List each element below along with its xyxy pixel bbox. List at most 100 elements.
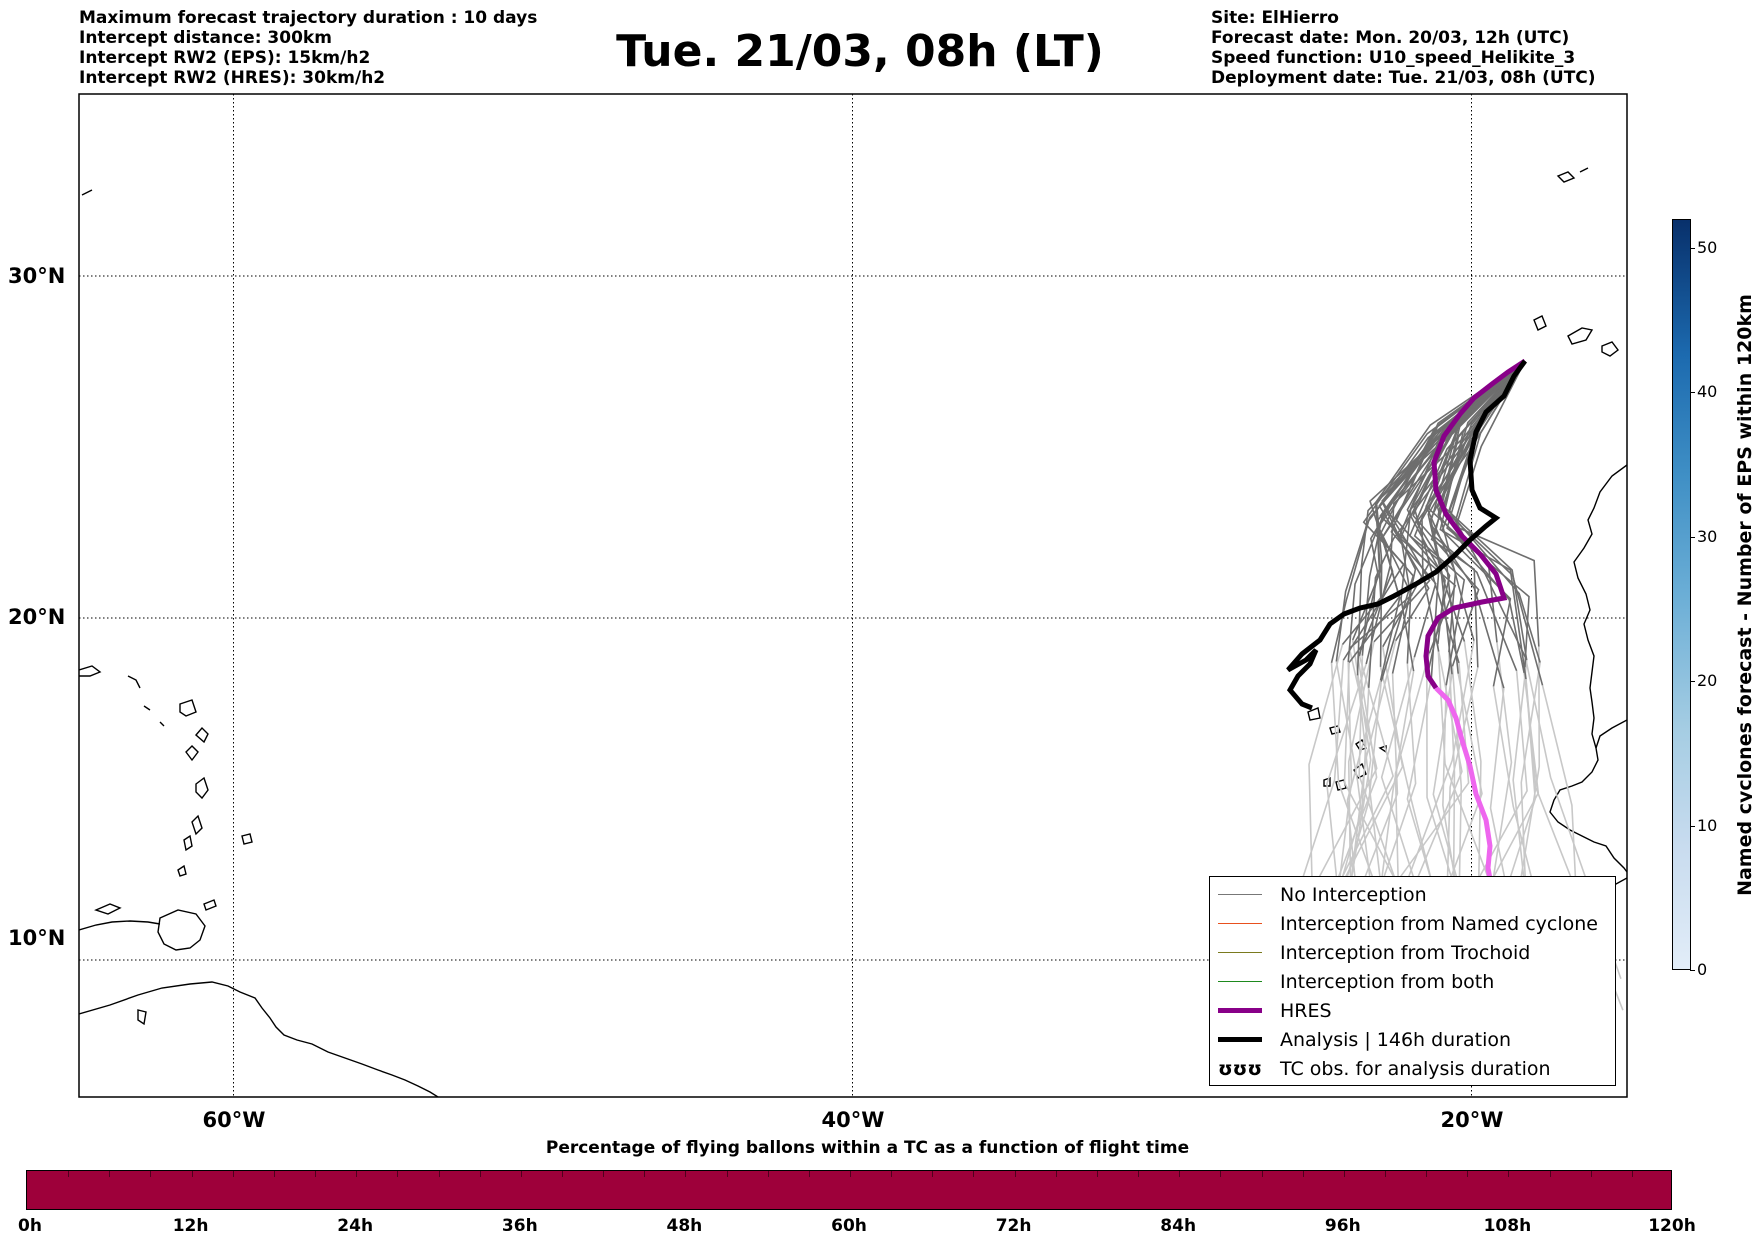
timebar-minor-tick xyxy=(1467,1171,1469,1177)
legend-swatch-no-interception xyxy=(1218,894,1262,895)
eps-member-early xyxy=(1412,360,1526,664)
coastline-tobago xyxy=(203,899,217,911)
colorbar xyxy=(1672,219,1691,970)
coastline-canary-3 xyxy=(1533,315,1547,331)
legend-label-no-interception: No Interception xyxy=(1280,884,1427,906)
eps-member-early xyxy=(1379,360,1526,648)
legend-item-tc-obs: ʊʊʊ TC obs. for analysis duration xyxy=(1218,1055,1613,1084)
hres-trajectory xyxy=(1423,358,1527,690)
legend: No Interception Interception from Named … xyxy=(1209,876,1616,1086)
colorbar-tick-label: 0 xyxy=(1697,960,1708,979)
coastline-canary-1 xyxy=(1567,327,1594,345)
header-info-left: Maximum forecast trajectory duration : 1… xyxy=(79,8,537,88)
legend-label-analysis: Analysis | 146h duration xyxy=(1280,1029,1512,1051)
timebar-minor-tick xyxy=(68,1171,70,1177)
timebar-tick-label: 96h xyxy=(1324,1216,1361,1236)
legend-item-named-cyclone: Interception from Named cyclone xyxy=(1218,910,1613,939)
analysis-trajectory xyxy=(1286,359,1528,711)
header-line-intercept-distance: Intercept distance: 300km xyxy=(79,28,332,48)
timebar-minor-tick xyxy=(397,1171,399,1177)
legend-label-tc-obs: TC obs. for analysis duration xyxy=(1280,1058,1551,1080)
timebar-minor-tick xyxy=(603,1171,605,1177)
timebar-minor-tick xyxy=(520,1171,522,1177)
hres-trajectory-late xyxy=(1434,686,1495,891)
timebar-minor-tick xyxy=(273,1171,275,1177)
latitude-label-30n: 30°N xyxy=(8,264,66,288)
timebar-minor-tick xyxy=(1261,1171,1263,1177)
timebar-minor-tick xyxy=(1508,1171,1510,1177)
coastline-trinidad xyxy=(157,909,206,951)
legend-item-both: Interception from both xyxy=(1218,968,1613,997)
header-line-forecast-date: Forecast date: Mon. 20/03, 12h (UTC) xyxy=(1211,28,1570,48)
legend-swatch-analysis xyxy=(1218,1037,1262,1042)
legend-label-both: Interception from both xyxy=(1280,971,1495,993)
coastline-puerto-rico xyxy=(79,665,102,677)
coastline-madeira xyxy=(1556,167,1589,183)
colorbar-tick-label: 40 xyxy=(1697,382,1718,402)
timebar-minor-tick xyxy=(1096,1171,1098,1177)
header-line-site: Site: ElHierro xyxy=(1211,8,1339,28)
timebar-minor-tick xyxy=(1138,1171,1140,1177)
latitude-label-20n: 20°N xyxy=(8,605,66,629)
header-line-intercept-eps: Intercept RW2 (EPS): 15km/h2 xyxy=(79,48,371,68)
timebar-minor-tick xyxy=(891,1171,893,1177)
timebar-minor-tick xyxy=(232,1171,234,1177)
colorbar-tick-mark xyxy=(1690,392,1695,394)
timebar-tick-label: 108h xyxy=(1483,1216,1532,1236)
coastline-cape-verde-6 xyxy=(1335,779,1347,791)
eps-member-early xyxy=(1408,360,1526,674)
timebar-minor-tick xyxy=(685,1171,687,1177)
header-info-right: Site: ElHierro Forecast date: Mon. 20/03… xyxy=(1211,8,1596,88)
timebar-tick-label: 24h xyxy=(337,1216,374,1236)
timebar-minor-tick xyxy=(767,1171,769,1177)
timebar-tick-label: 12h xyxy=(172,1216,209,1236)
timebar-minor-tick xyxy=(1549,1171,1551,1177)
header-line-duration: Maximum forecast trajectory duration : 1… xyxy=(79,8,538,28)
timebar-minor-tick xyxy=(726,1171,728,1177)
header-line-deployment-date: Deployment date: Tue. 21/03, 08h (UTC) xyxy=(1211,68,1596,88)
legend-item-analysis: Analysis | 146h duration xyxy=(1218,1026,1613,1055)
timebar-minor-tick xyxy=(1384,1171,1386,1177)
legend-item-trochoid: Interception from Trochoid xyxy=(1218,939,1613,968)
timebar xyxy=(26,1170,1672,1210)
timebar-tick-label: 84h xyxy=(1160,1216,1197,1236)
colorbar-tick-mark xyxy=(1690,247,1695,249)
timebar-minor-tick xyxy=(356,1171,358,1177)
coastline-lesser-antilles-1 xyxy=(195,726,209,744)
coastline-lesser-antilles-6 xyxy=(177,864,187,877)
longitude-label-40w: 40°W xyxy=(821,1108,885,1132)
timebar-minor-tick xyxy=(1220,1171,1222,1177)
coastline-cape-verde-1 xyxy=(1307,707,1321,721)
colorbar-tick-mark xyxy=(1690,536,1695,538)
eps-member-early xyxy=(1351,360,1526,641)
legend-label-named-cyclone: Interception from Named cyclone xyxy=(1280,913,1598,935)
coastline-barbados xyxy=(241,833,253,845)
longitude-label-60w: 60°W xyxy=(202,1108,266,1132)
timebar-minor-tick xyxy=(644,1171,646,1177)
eps-member-early xyxy=(1348,360,1526,649)
eps-member-late xyxy=(1287,660,1345,924)
timebar-minor-tick xyxy=(1343,1171,1345,1177)
legend-label-hres: HRES xyxy=(1280,1000,1332,1022)
timebar-tick-label: 48h xyxy=(666,1216,703,1236)
page-title: Tue. 21/03, 08h (LT) xyxy=(616,26,1104,77)
legend-item-no-interception: No Interception xyxy=(1218,881,1613,910)
coastline-canary-2 xyxy=(1601,341,1619,357)
timebar-minor-tick xyxy=(932,1171,934,1177)
coastline-lesser-antilles-4 xyxy=(191,814,203,836)
graticule xyxy=(79,94,1627,1097)
coastline-small-islands xyxy=(94,903,147,1026)
timebar-tick-label: 0h xyxy=(18,1216,42,1236)
timebar-tick-label: 60h xyxy=(831,1216,867,1236)
timebar-minor-tick xyxy=(973,1171,975,1177)
legend-item-hres: HRES xyxy=(1218,997,1613,1026)
latitude-label-10n: 10°N xyxy=(8,926,66,950)
colorbar-tick-label: 30 xyxy=(1697,526,1718,546)
timebar-minor-tick xyxy=(1590,1171,1592,1177)
timebar-minor-tick xyxy=(850,1171,851,1177)
timebar-minor-tick xyxy=(561,1171,563,1177)
timebar-minor-tick xyxy=(150,1171,152,1177)
timebar-caption: Percentage of flying ballons within a TC… xyxy=(545,1138,1190,1158)
colorbar-tick-label: 50 xyxy=(1697,237,1718,257)
